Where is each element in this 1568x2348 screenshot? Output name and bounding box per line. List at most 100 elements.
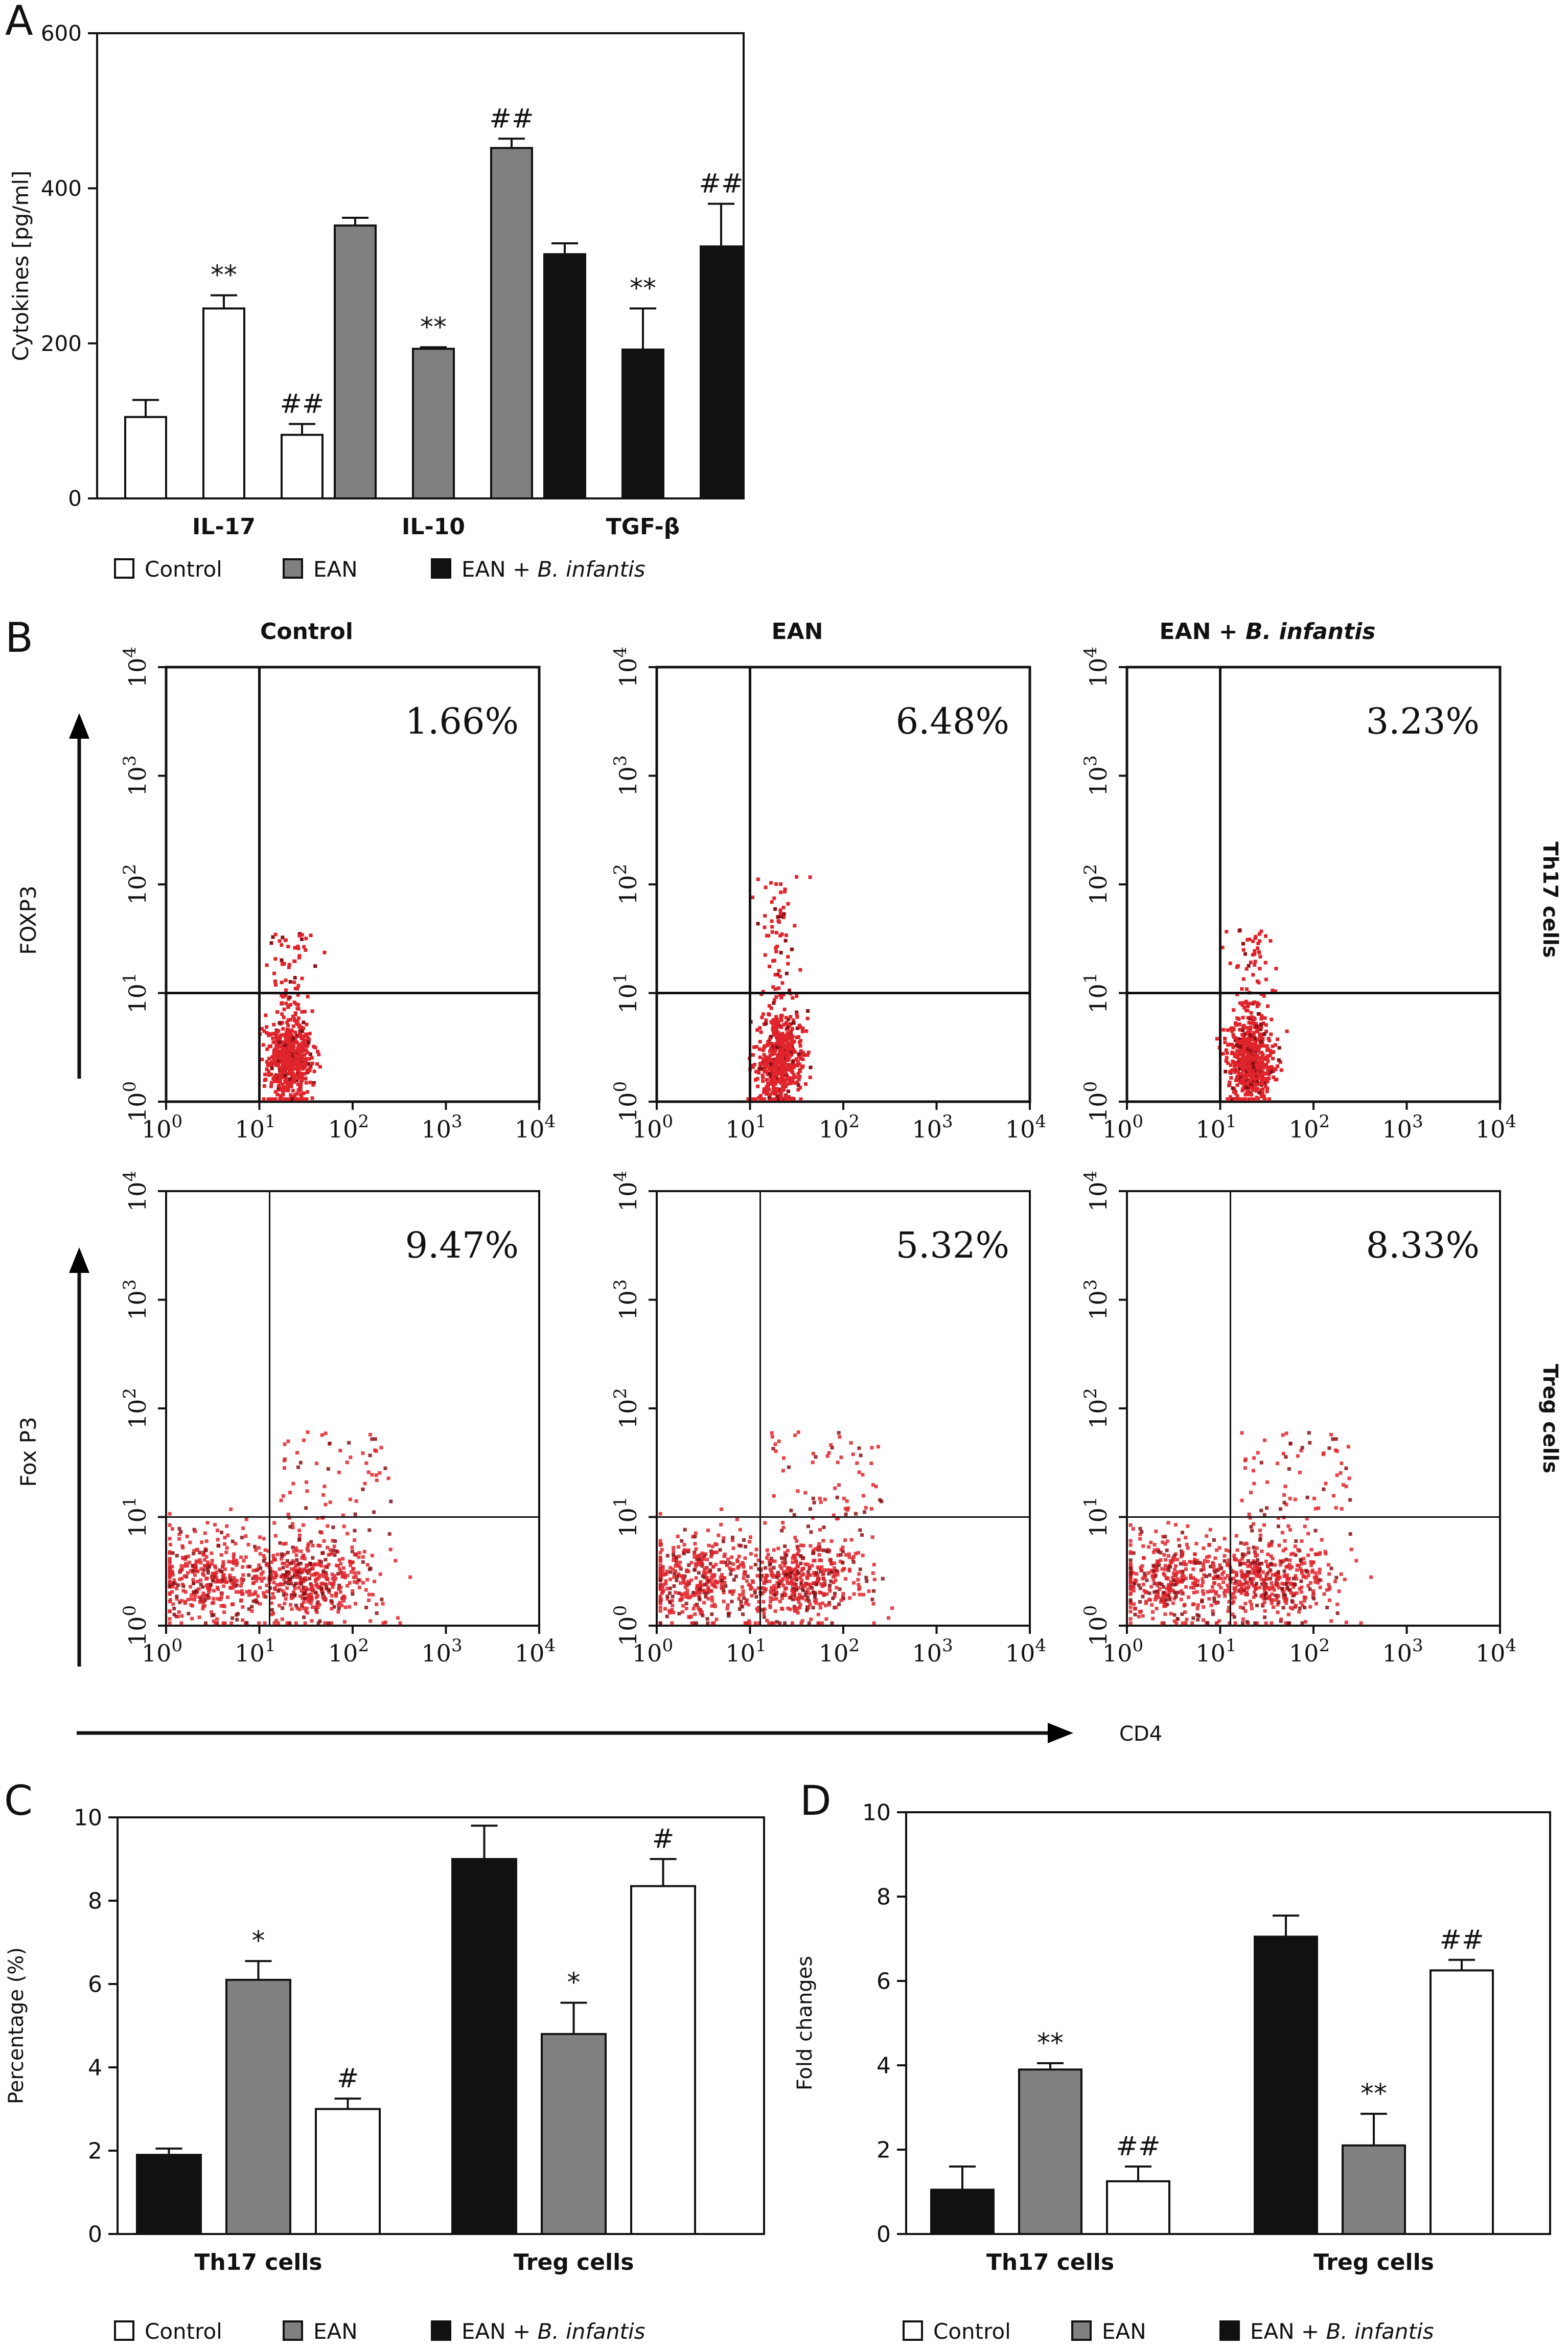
dot-plot-event: [1283, 1547, 1287, 1551]
panel-a-y-tick-label: 200: [41, 331, 82, 356]
dot-plot-event: [1162, 1553, 1166, 1557]
dot-plot-event: [229, 1507, 233, 1511]
dot-plot-event: [1258, 1051, 1262, 1055]
dot-plot-event: [281, 1082, 285, 1086]
dot-plot-event: [295, 1078, 299, 1082]
dot-plot-event: [286, 1023, 290, 1028]
dot-plot-event: [1315, 1575, 1319, 1579]
dot-plot-event: [1212, 1576, 1216, 1580]
dot-plot-event: [288, 1066, 292, 1070]
dot-plot-event: [168, 1621, 172, 1625]
dot-plot-event: [1309, 1547, 1313, 1552]
dot-plot-event: [773, 998, 777, 1002]
dot-plot-event: [760, 1608, 765, 1612]
dot-plot-event: [1138, 1586, 1142, 1590]
dot-plot-event: [659, 1542, 663, 1546]
dot-plot-event: [1255, 1024, 1259, 1029]
dot-plot-event: [864, 1576, 868, 1580]
dot-plot-event: [305, 1090, 309, 1094]
dot-plot-event: [1341, 1483, 1345, 1487]
dot-plot-event: [1237, 1559, 1241, 1563]
dot-plot-event: [758, 1055, 762, 1059]
dot-plot-event: [175, 1597, 179, 1601]
dot-plot-event: [1293, 1583, 1297, 1587]
dot-plot-event: [1168, 1585, 1172, 1589]
dot-plot-event: [795, 1010, 799, 1014]
dot-plot-event: [179, 1530, 183, 1534]
panel-a-legend-swatch-treated: [431, 558, 451, 579]
dot-plot-event: [658, 1605, 662, 1609]
dot-plot-event: [298, 1065, 303, 1069]
dot-plot-event: [723, 1576, 727, 1580]
dot-plot-event: [1262, 1523, 1266, 1527]
dot-plot-event: [1276, 1037, 1280, 1041]
dot-plot-x-tick-label: 100: [1102, 1111, 1143, 1143]
dot-plot-event: [1263, 961, 1267, 965]
tick-base: 10: [1085, 766, 1112, 796]
dot-plot-event: [1139, 1609, 1143, 1613]
dot-plot-event: [285, 1559, 289, 1563]
dot-plot-event: [270, 1063, 274, 1067]
dot-plot-event: [1299, 1601, 1303, 1605]
dot-plot-event: [1191, 1567, 1195, 1571]
dot-plot-event: [790, 1043, 794, 1047]
dot-plot-event: [1238, 1076, 1242, 1080]
dot-plot-event: [246, 1543, 250, 1547]
dot-plot-event: [1209, 1589, 1213, 1593]
dot-plot-event: [833, 1561, 837, 1565]
dot-plot-event: [1282, 1582, 1286, 1586]
dot-plot-event: [190, 1593, 194, 1597]
dot-plot-event: [1150, 1603, 1154, 1607]
dot-plot-event: [1346, 1445, 1350, 1449]
dot-plot-event: [316, 1600, 320, 1604]
dot-plot-event: [330, 1593, 334, 1598]
dot-plot-event: [722, 1536, 726, 1540]
dot-plot-event: [709, 1555, 713, 1559]
dot-plot-event: [779, 1060, 783, 1064]
dot-plot-event: [685, 1588, 689, 1592]
dot-plot-event: [205, 1521, 210, 1525]
dot-plot-event: [1273, 989, 1277, 993]
dot-plot-event: [278, 939, 282, 943]
dot-plot-event: [282, 1087, 286, 1091]
dot-plot-event: [1320, 1538, 1324, 1542]
dot-plot-event: [801, 1588, 805, 1592]
dot-plot-event: [676, 1564, 680, 1568]
dot-plot-event: [829, 1539, 834, 1543]
dot-plot-event: [341, 1557, 345, 1561]
dot-plot-event: [1263, 1016, 1267, 1020]
dot-plot-event: [1274, 1043, 1278, 1047]
dot-plot-event: [776, 1570, 780, 1575]
dot-plot-event: [779, 1025, 783, 1030]
dot-plot-event: [843, 1538, 847, 1542]
dot-plot-event: [213, 1523, 217, 1527]
dot-plot-event: [354, 1499, 358, 1503]
dot-plot-event: [813, 1547, 817, 1551]
dot-plot-event: [1272, 1075, 1276, 1079]
dot-plot-event: [1207, 1597, 1211, 1601]
dot-plot-event: [325, 1585, 329, 1589]
dot-plot-event: [659, 1598, 663, 1602]
dot-plot-event: [1260, 1593, 1264, 1598]
dot-plot-event: [287, 1582, 291, 1586]
dot-plot-x-tick-label: 103: [421, 1111, 462, 1143]
dot-plot-event: [768, 1037, 772, 1041]
dot-plot-event: [1128, 1558, 1133, 1562]
dot-plot-event: [1246, 1016, 1250, 1020]
dot-plot-event: [311, 1083, 315, 1087]
dot-plot-event: [1233, 1621, 1237, 1625]
dot-plot-event: [308, 1032, 312, 1036]
dot-plot-event: [722, 1600, 726, 1604]
dot-plot-event: [784, 1016, 788, 1020]
dot-plot-event: [841, 1560, 845, 1564]
dot-plot-event: [757, 1070, 761, 1075]
dot-plot-event: [787, 1064, 791, 1068]
dot-plot-event: [214, 1621, 218, 1625]
dot-plot-event: [1240, 1088, 1244, 1092]
dot-plot-event: [783, 1557, 787, 1561]
dot-plot-event: [179, 1564, 183, 1568]
dot-plot-event: [1253, 1563, 1257, 1567]
dot-plot-event: [1257, 1575, 1261, 1579]
dot-plot-event: [199, 1567, 203, 1571]
dot-plot-event: [771, 1060, 775, 1064]
